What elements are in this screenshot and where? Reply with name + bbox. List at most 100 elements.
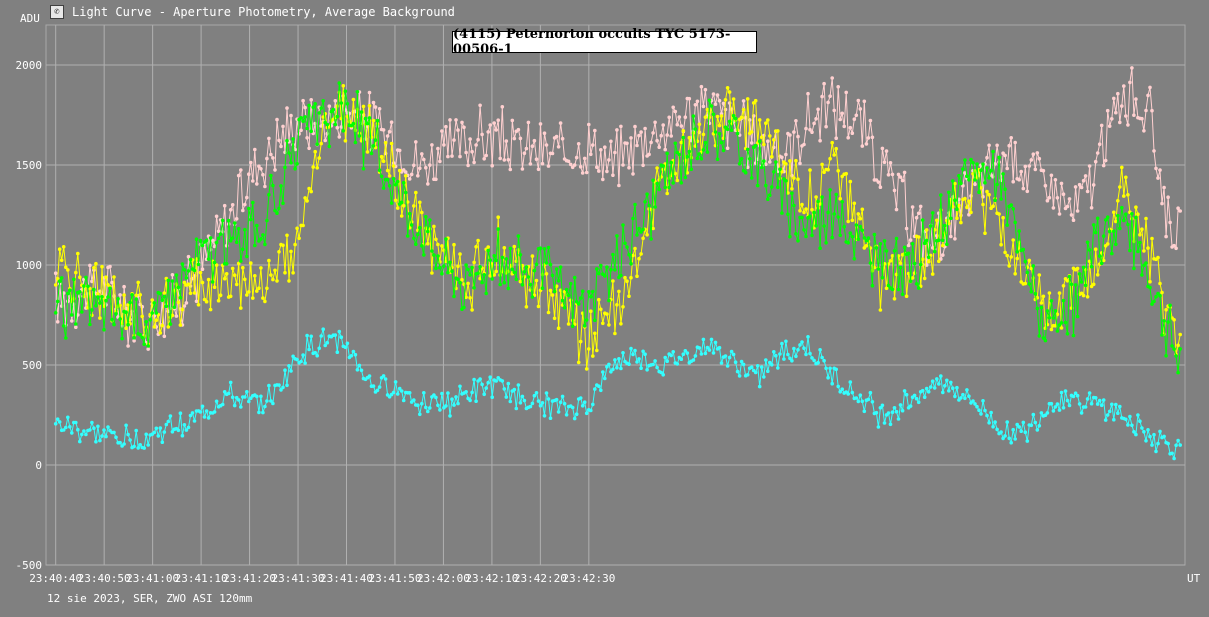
data-point xyxy=(703,87,708,92)
data-point xyxy=(287,364,291,368)
data-point xyxy=(162,291,167,295)
data-point xyxy=(1114,219,1118,224)
data-point xyxy=(150,298,154,302)
data-point xyxy=(506,157,511,162)
data-point xyxy=(832,153,836,157)
data-point xyxy=(514,277,519,282)
data-point xyxy=(391,164,396,168)
data-point xyxy=(766,197,770,201)
data-point xyxy=(182,280,187,285)
data-point xyxy=(271,183,275,188)
data-point xyxy=(617,289,621,294)
data-point xyxy=(627,252,631,257)
data-point xyxy=(810,130,814,134)
data-point xyxy=(655,166,659,170)
data-point xyxy=(1110,402,1114,407)
data-point xyxy=(808,351,812,356)
data-point xyxy=(98,316,102,320)
data-point xyxy=(631,172,635,176)
data-point xyxy=(953,198,957,202)
y-tick-label: 0 xyxy=(35,459,42,472)
data-point xyxy=(687,149,692,154)
data-point xyxy=(1029,158,1034,162)
data-point xyxy=(1035,306,1040,311)
data-point xyxy=(216,236,221,241)
data-point xyxy=(301,98,305,103)
data-point xyxy=(228,238,233,243)
data-point xyxy=(713,130,718,134)
data-point xyxy=(627,294,631,299)
data-point xyxy=(782,357,786,361)
data-point xyxy=(725,364,730,368)
data-point xyxy=(297,132,301,136)
data-point xyxy=(959,181,963,186)
data-point xyxy=(1005,253,1009,258)
data-point xyxy=(705,345,710,350)
data-point xyxy=(589,295,593,299)
data-point xyxy=(701,104,706,109)
data-point xyxy=(474,245,478,249)
data-point xyxy=(1047,195,1052,200)
data-point xyxy=(212,410,217,414)
data-point xyxy=(279,144,283,149)
data-point xyxy=(548,262,553,267)
data-point xyxy=(254,223,259,228)
data-point xyxy=(910,242,915,246)
data-point xyxy=(1053,405,1058,409)
data-point xyxy=(355,368,360,372)
data-point xyxy=(279,184,283,188)
data-point xyxy=(436,254,440,258)
data-point xyxy=(243,395,247,399)
data-point xyxy=(987,143,991,148)
data-point xyxy=(253,147,257,152)
data-point xyxy=(1037,273,1042,277)
data-point xyxy=(53,422,58,426)
data-point xyxy=(1085,397,1090,401)
data-point xyxy=(1003,434,1007,438)
data-point xyxy=(216,298,221,303)
data-point xyxy=(613,268,617,272)
data-point xyxy=(930,272,935,276)
data-point xyxy=(645,192,649,196)
data-point xyxy=(979,168,983,172)
data-point xyxy=(1093,230,1098,235)
data-point xyxy=(985,155,989,160)
data-point xyxy=(967,394,971,399)
data-point xyxy=(263,404,267,409)
data-point xyxy=(424,405,428,410)
data-point xyxy=(922,241,927,245)
data-point xyxy=(856,399,861,404)
data-point xyxy=(1071,218,1076,222)
data-point xyxy=(309,334,314,339)
data-point xyxy=(1156,176,1160,180)
data-point xyxy=(323,343,328,348)
data-point xyxy=(1077,402,1082,406)
data-point xyxy=(820,195,824,199)
data-point xyxy=(395,206,400,210)
data-point xyxy=(556,145,561,149)
data-point xyxy=(629,261,633,266)
data-point xyxy=(1142,263,1146,268)
data-point xyxy=(1059,181,1064,186)
data-point xyxy=(1134,215,1138,220)
data-point xyxy=(745,147,750,152)
data-point xyxy=(403,174,408,178)
data-point xyxy=(866,397,871,402)
data-point xyxy=(53,311,58,315)
data-point xyxy=(862,409,867,414)
data-point xyxy=(721,101,726,106)
data-point xyxy=(377,385,382,389)
data-point xyxy=(1136,249,1140,254)
data-point xyxy=(749,365,754,370)
data-point xyxy=(1059,321,1064,325)
data-point xyxy=(502,246,507,250)
data-point xyxy=(1176,438,1180,443)
data-point xyxy=(78,275,82,280)
data-point xyxy=(768,193,772,197)
data-point xyxy=(973,178,977,182)
data-point xyxy=(1158,168,1162,172)
data-point xyxy=(61,428,66,432)
data-point xyxy=(1140,426,1144,430)
data-point xyxy=(701,337,706,342)
data-point xyxy=(1005,223,1009,227)
